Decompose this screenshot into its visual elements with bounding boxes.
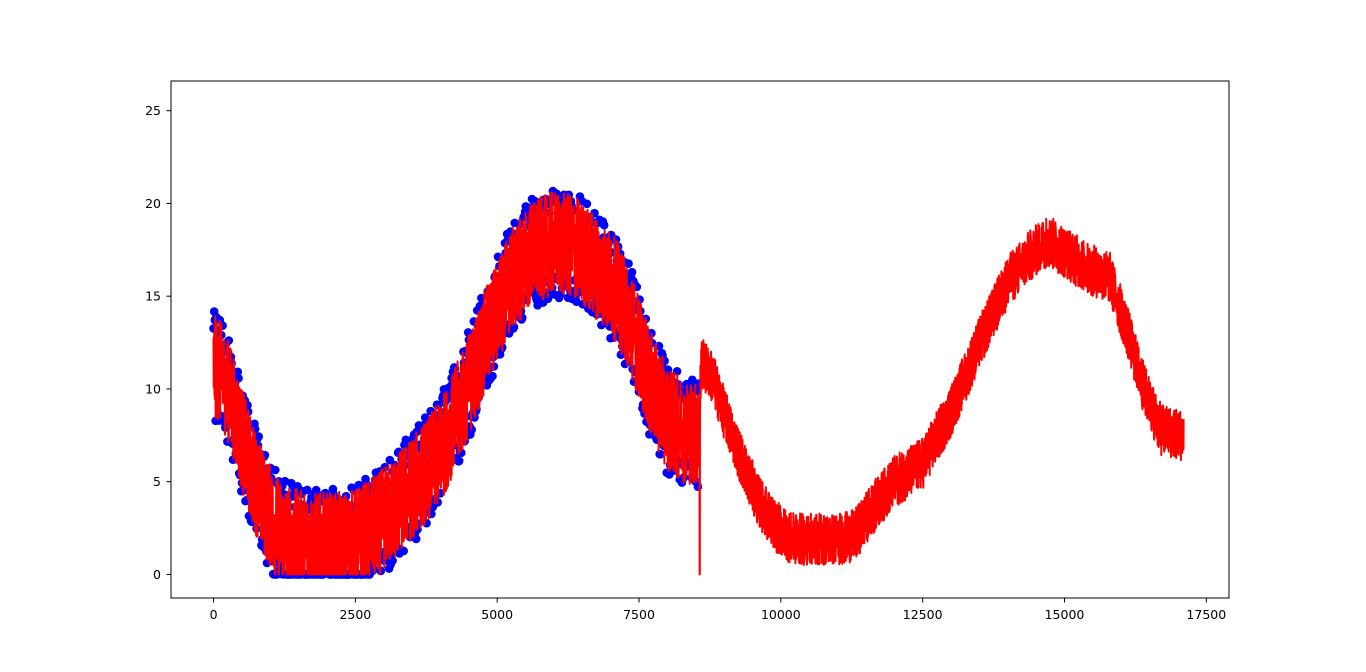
- data-point: [234, 373, 243, 383]
- x-tick-label: 12500: [903, 607, 943, 622]
- x-tick-label: 15000: [1045, 607, 1085, 622]
- data-point: [254, 432, 263, 441]
- data-point: [599, 220, 609, 230]
- y-tick-label: 15: [145, 289, 161, 304]
- x-tick-label: 17500: [1186, 607, 1226, 622]
- data-point: [399, 546, 409, 556]
- x-tick-label: 7500: [623, 607, 655, 622]
- y-tick-label: 25: [145, 103, 161, 118]
- data-point: [624, 259, 633, 268]
- y-tick-label: 5: [153, 474, 161, 489]
- y-tick-label: 20: [145, 196, 161, 211]
- x-tick-label: 2500: [339, 607, 371, 622]
- data-point: [693, 482, 703, 492]
- data-point: [271, 465, 280, 475]
- x-tick-label: 0: [210, 607, 218, 622]
- y-tick-label: 0: [153, 567, 161, 582]
- data-point: [233, 367, 243, 377]
- data-point: [302, 485, 312, 495]
- data-point: [627, 267, 637, 277]
- y-tick-label: 10: [145, 381, 161, 396]
- x-tick-label: 10000: [761, 607, 801, 622]
- data-point: [454, 456, 464, 466]
- x-tick-label: 5000: [481, 607, 513, 622]
